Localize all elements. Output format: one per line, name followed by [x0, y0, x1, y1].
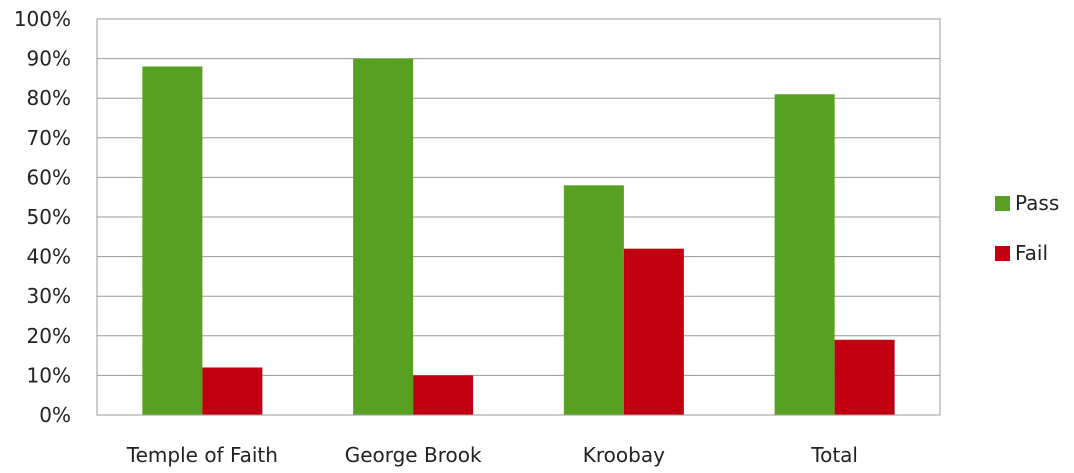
y-tick-label: 40%	[27, 245, 71, 269]
legend-swatch-pass	[995, 196, 1010, 211]
gridlines	[97, 58, 940, 376]
bar-pass	[353, 58, 414, 415]
y-tick-label: 60%	[27, 165, 71, 189]
y-tick-label: 70%	[27, 126, 71, 150]
y-tick-label: 100%	[14, 7, 71, 31]
x-category-label: Kroobay	[583, 443, 665, 467]
legend-swatch-fail	[995, 246, 1010, 261]
y-tick-label: 30%	[27, 284, 71, 308]
bar-fail	[413, 375, 474, 415]
bars	[142, 58, 895, 416]
y-tick-label: 50%	[27, 205, 71, 229]
legend-label-fail: Fail	[1015, 241, 1048, 265]
x-category-label: George Brook	[345, 443, 482, 467]
legend: Pass Fail	[995, 191, 1059, 265]
bar-pass	[563, 185, 624, 415]
y-tick-label: 90%	[27, 47, 71, 71]
bar-fail	[202, 367, 263, 415]
bar-fail	[623, 248, 684, 415]
plot-area-frame	[96, 18, 941, 416]
legend-label-pass: Pass	[1015, 191, 1059, 215]
y-tick-label: 0%	[39, 403, 71, 427]
x-category-label: Temple of Faith	[126, 443, 278, 467]
bar-pass	[142, 66, 203, 416]
x-axis-category-labels: Temple of Faith George Brook Kroobay Total	[126, 443, 858, 467]
y-tick-label: 20%	[27, 324, 71, 348]
y-tick-label: 10%	[27, 363, 71, 387]
y-tick-label: 80%	[27, 86, 71, 110]
y-axis-tick-labels: 0% 10% 20% 30% 40% 50% 60% 70% 80% 90% 100%	[14, 7, 71, 427]
x-category-label: Total	[810, 443, 858, 467]
bar-fail	[834, 339, 895, 415]
bar-pass	[774, 94, 835, 416]
